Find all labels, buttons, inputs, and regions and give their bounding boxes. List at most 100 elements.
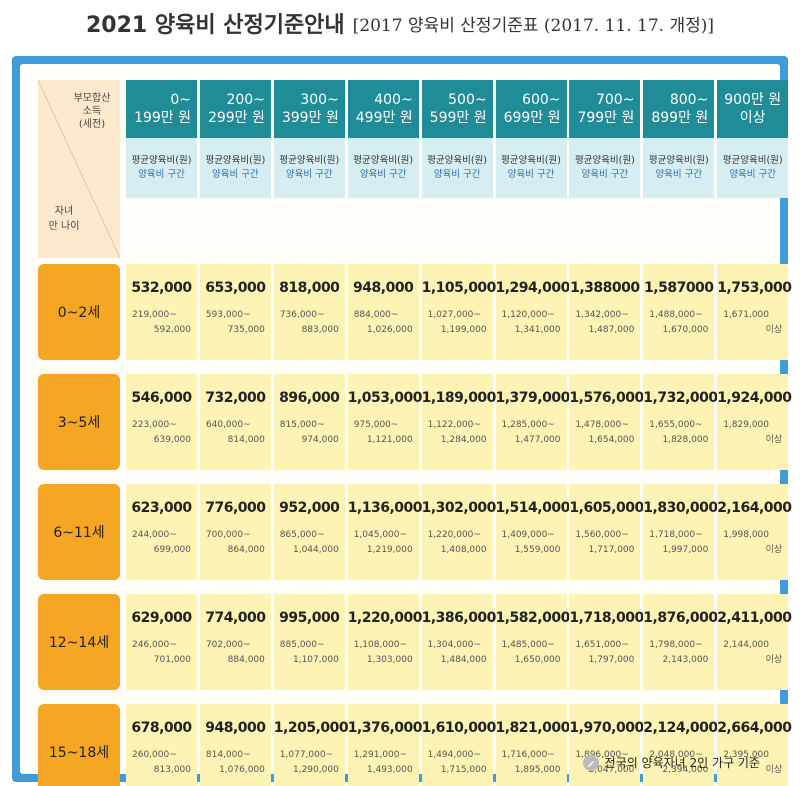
table-cell: 2,124,000 2,048,000~ 2,394,000	[643, 704, 718, 786]
footnote-text: 전국의 양육자녀 2인 가구 기준	[604, 756, 760, 770]
column-header: 600~ 699만 원 평균양육비(원) 양육비 구간	[495, 80, 567, 258]
average-support-amount: 1,220,000	[347, 610, 423, 626]
page-subtitle: [2017 양육비 산정기준표 (2017. 11. 17. 개정)]	[352, 15, 715, 36]
support-range: 1,485,000~ 1,650,000	[501, 640, 561, 665]
table-cell: 1,294,000 1,120,000~ 1,341,000	[495, 264, 571, 360]
average-support-amount: 1,582,000	[495, 610, 571, 626]
table-cell: 1,205,000 1,077,000~ 1,290,000	[273, 704, 349, 786]
average-support-amount: 948,000	[353, 280, 414, 296]
table-cell: 1,718,000 1,651,000~ 1,797,000	[569, 594, 644, 690]
support-range: 2,048,000~ 2,394,000	[649, 750, 709, 775]
age-row-label: 15~18세	[38, 704, 120, 786]
corner-header: 부모합산 소득 (세전) 자녀 만 나이	[38, 80, 120, 258]
support-range: 1,655,000~ 1,828,000	[649, 420, 709, 445]
average-support-amount: 732,000	[205, 390, 266, 406]
age-row-label: 0~2세	[38, 264, 120, 360]
support-range: 1,488,000~ 1,670,000	[649, 310, 709, 335]
support-range: 1,998,000 이상	[723, 530, 783, 555]
income-range-header: 900만 원 이상	[717, 80, 789, 138]
column-subheader: 평균양육비(원) 양육비 구간	[495, 138, 567, 198]
table-cell: 948,000 884,000~ 1,026,000	[347, 264, 419, 360]
table-cell: 952,000 865,000~ 1,044,000	[273, 484, 345, 580]
income-range-header: 600~ 699만 원	[495, 80, 567, 138]
average-support-amount: 952,000	[279, 500, 340, 516]
average-support-amount: 2,664,000	[717, 720, 792, 736]
age-row-label: 12~14세	[38, 594, 120, 690]
table-cell: 678,000 260,000~ 813,000	[126, 704, 197, 786]
support-range: 815,000~ 974,000	[279, 420, 339, 445]
column-header: 800~ 899만 원 평균양육비(원) 양육비 구간	[643, 80, 715, 258]
table-cell: 1,302,000 1,220,000~ 1,408,000	[421, 484, 496, 580]
average-support-amount: 818,000	[279, 280, 340, 296]
corner-diagonal	[38, 80, 120, 258]
average-support-amount: 1,388000	[570, 280, 640, 296]
table-cell: 1,732,000 1,655,000~ 1,828,000	[643, 374, 718, 470]
age-row-label: 6~11세	[38, 484, 120, 580]
support-range: 1,342,000~ 1,487,000	[575, 310, 635, 335]
support-range: 593,000~ 735,000	[205, 310, 265, 335]
support-range: 1,716,000~ 1,895,000	[501, 750, 561, 775]
table-cell: 776,000 700,000~ 864,000	[199, 484, 271, 580]
average-support-amount: 532,000	[131, 280, 192, 296]
income-range-header: 0~ 199만 원	[126, 80, 197, 138]
table-cell: 1,970,000 1,896,000~ 2,047,000	[569, 704, 644, 786]
average-support-amount: 1,379,000	[495, 390, 571, 406]
support-range: 1,478,000~ 1,654,000	[575, 420, 635, 445]
corner-income-label: 부모합산 소득 (세전)	[73, 93, 111, 130]
average-support-amount: 1,610,000	[421, 720, 497, 736]
column-subheader: 평균양육비(원) 양육비 구간	[421, 138, 493, 198]
table-cell: 2,664,000 2,395,000 이상	[717, 704, 792, 786]
support-range: 1,671,000 이상	[723, 310, 783, 335]
support-range: 1,220,000~ 1,408,000	[427, 530, 487, 555]
table-cell: 1,379,000 1,285,000~ 1,477,000	[495, 374, 571, 470]
column-subheader: 평균양육비(원) 양육비 구간	[643, 138, 715, 198]
table-cell: 1,388000 1,342,000~ 1,487,000	[569, 264, 641, 360]
table-cell: 1,386,000 1,304,000~ 1,484,000	[421, 594, 496, 690]
table-cell: 1,105,000 1,027,000~ 1,199,000	[421, 264, 497, 360]
average-support-amount: 1,294,000	[495, 280, 571, 296]
average-support-amount: 774,000	[205, 610, 266, 626]
average-support-amount: 623,000	[131, 500, 192, 516]
average-support-amount: 1,136,000	[347, 500, 423, 516]
table-cell: 1,582,000 1,485,000~ 1,650,000	[495, 594, 571, 690]
column-header: 0~ 199만 원 평균양육비(원) 양육비 구간	[126, 80, 197, 258]
average-support-amount: 653,000	[205, 280, 266, 296]
table-cell: 1,136,000 1,045,000~ 1,219,000	[347, 484, 423, 580]
table-cell: 1,053,000 975,000~ 1,121,000	[347, 374, 423, 470]
table-cell: 2,411,000 2,144,000 이상	[717, 594, 792, 690]
support-range: 814,000~ 1,076,000	[205, 750, 265, 775]
support-range: 244,000~ 699,000	[132, 530, 191, 555]
table-cell: 1,753,000 1,671,000 이상	[717, 264, 792, 360]
column-subheader: 평균양육비(원) 양육비 구간	[569, 138, 641, 198]
support-range: 1,077,000~ 1,290,000	[279, 750, 339, 775]
pen-icon	[582, 754, 599, 771]
table-cell: 1,587000 1,488,000~ 1,670,000	[643, 264, 715, 360]
column-header: 700~ 799만 원 평균양육비(원) 양육비 구간	[569, 80, 641, 258]
average-support-amount: 1,605,000	[569, 500, 644, 516]
footnote: 전국의 양육자녀 2인 가구 기준	[582, 754, 760, 771]
average-support-amount: 1,105,000	[421, 280, 497, 296]
table-panel: 부모합산 소득 (세전) 자녀 만 나이 0~ 199만 원 평균양육비(원) 양육비…	[20, 64, 792, 786]
average-support-amount: 776,000	[205, 500, 266, 516]
support-range: 1,108,000~ 1,303,000	[353, 640, 413, 665]
table-cell: 532,000 219,000~ 592,000	[126, 264, 197, 360]
support-range: 1,896,000~ 2,047,000	[575, 750, 635, 775]
column-subheader: 평균양육비(원) 양육비 구간	[717, 138, 789, 198]
income-range-header: 700~ 799만 원	[569, 80, 641, 138]
support-range: 865,000~ 1,044,000	[279, 530, 339, 555]
table-cell: 653,000 593,000~ 735,000	[199, 264, 271, 360]
support-range: 1,285,000~ 1,477,000	[501, 420, 561, 445]
average-support-amount: 629,000	[131, 610, 192, 626]
income-range-header: 800~ 899만 원	[643, 80, 715, 138]
support-range: 2,395,000 이상	[723, 750, 783, 775]
support-range: 246,000~ 701,000	[132, 640, 191, 665]
column-subheader: 평균양육비(원) 양육비 구간	[347, 138, 419, 198]
average-support-amount: 1,514,000	[495, 500, 571, 516]
support-range: 1,494,000~ 1,715,000	[427, 750, 487, 775]
support-range: 260,000~ 813,000	[132, 750, 191, 775]
support-range: 1,829,000 이상	[723, 420, 783, 445]
support-range: 885,000~ 1,107,000	[279, 640, 339, 665]
support-range: 1,651,000~ 1,797,000	[575, 640, 635, 665]
average-support-amount: 995,000	[279, 610, 340, 626]
income-range-header: 200~ 299만 원	[199, 80, 271, 138]
